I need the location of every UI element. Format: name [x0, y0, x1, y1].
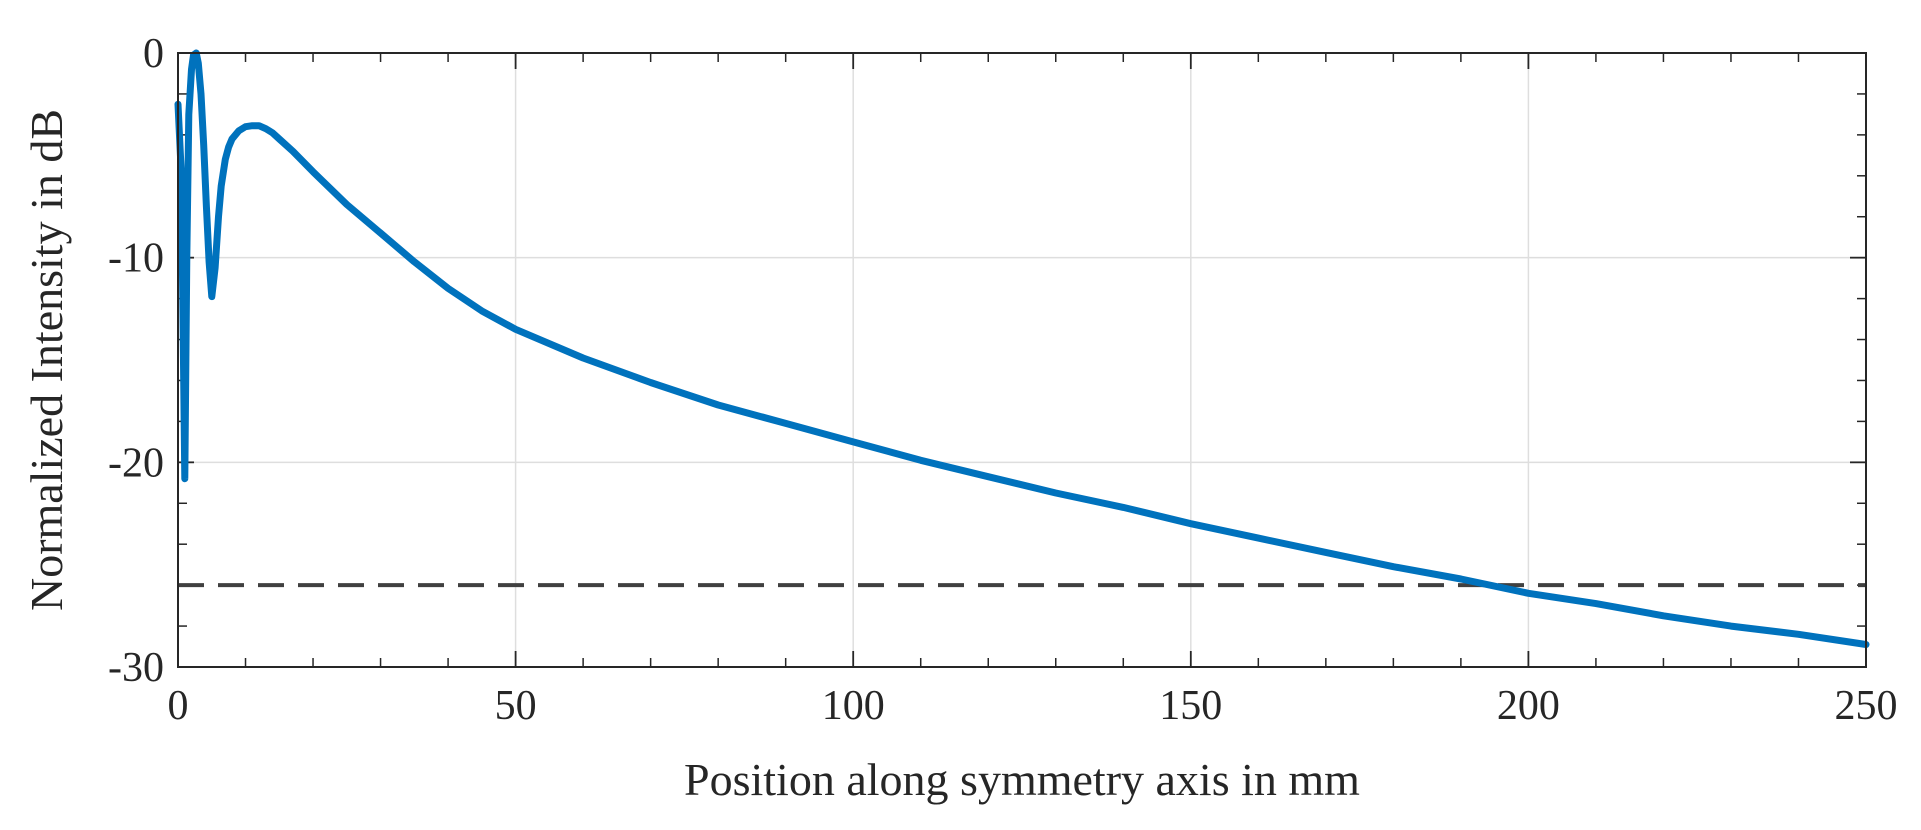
y-tick-label: 0 [143, 31, 164, 77]
minor-ticks [178, 53, 1866, 667]
plot-frame [177, 52, 1867, 668]
x-tick-label: 250 [1835, 683, 1898, 729]
x-tick-label: 50 [495, 683, 537, 729]
grid-lines [178, 53, 1866, 667]
y-axis-label: Normalized Intensity in dB [21, 109, 72, 611]
y-tick-labels: 0 -10 -20 -30 [108, 31, 164, 691]
x-tick-label: 100 [822, 683, 885, 729]
x-tick-label: 200 [1497, 683, 1560, 729]
x-tick-label: 0 [168, 683, 189, 729]
x-tick-label: 150 [1159, 683, 1222, 729]
y-tick-label: -10 [108, 236, 164, 282]
y-tick-label: -30 [108, 645, 164, 691]
x-axis-label: Position along symmetry axis in mm [684, 754, 1360, 805]
x-tick-labels: 0 50 100 150 200 250 [168, 683, 1898, 729]
y-tick-label: -20 [108, 440, 164, 486]
intensity-curve [174, 49, 1870, 648]
major-ticks [177, 52, 1867, 668]
